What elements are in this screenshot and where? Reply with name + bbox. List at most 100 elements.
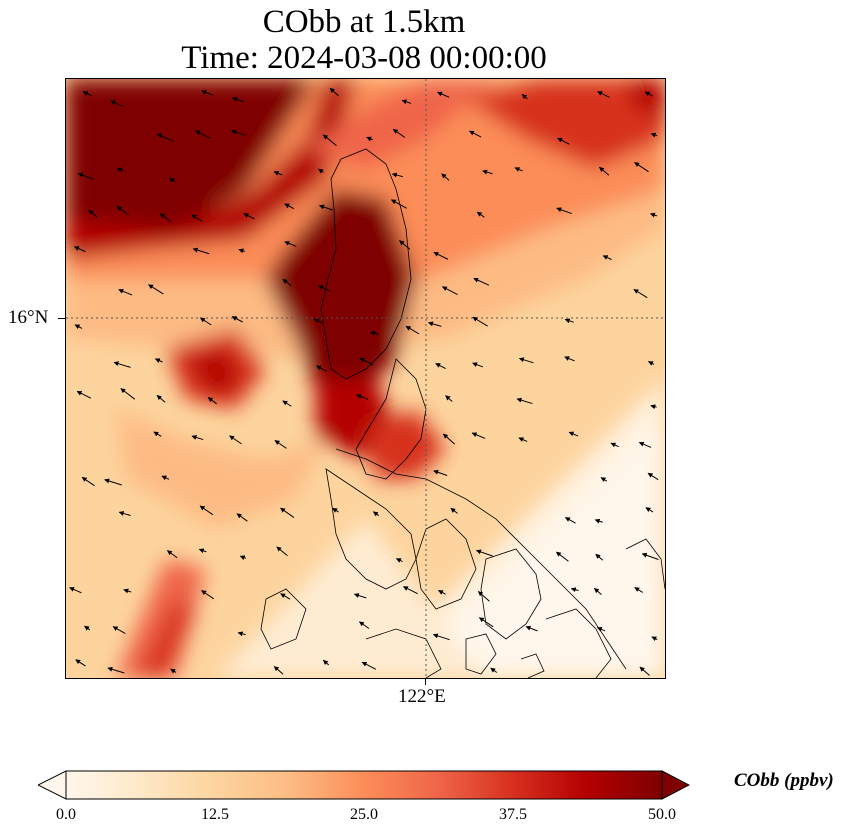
wind-arrow	[168, 177, 177, 183]
wind-arrow	[317, 285, 331, 292]
wind-arrow	[313, 318, 324, 324]
wind-arrow	[441, 173, 450, 181]
wind-arrow	[316, 365, 327, 372]
wind-arrow	[516, 397, 533, 405]
wind-arrow	[518, 437, 528, 442]
wind-arrow	[159, 213, 172, 223]
wind-arrow	[231, 129, 246, 136]
wind-arrow	[118, 511, 131, 516]
wind-arrow	[435, 363, 446, 370]
wind-arrow	[74, 324, 83, 330]
concentration-field	[66, 79, 665, 678]
wind-arrow	[273, 666, 284, 675]
wind-arrow	[282, 278, 292, 287]
wind-arrow	[482, 169, 493, 175]
wind-arrow	[112, 626, 126, 635]
wind-arrow	[116, 167, 125, 173]
wind-arrow	[191, 214, 203, 223]
wind-arrow	[593, 587, 602, 595]
wind-arrow	[490, 667, 498, 673]
wind-arrow	[238, 248, 246, 254]
wind-arrow	[645, 507, 654, 513]
wind-arrow	[199, 317, 212, 326]
wind-arrow	[123, 588, 132, 594]
wind-arrow	[358, 621, 370, 629]
wind-arrow	[648, 361, 655, 366]
wind-arrow	[148, 284, 164, 295]
wind-arrow	[332, 507, 339, 513]
wind-arrow	[107, 666, 125, 674]
wind-arrow	[555, 551, 569, 562]
wind-arrow	[564, 517, 576, 524]
wind-arrow	[154, 358, 163, 363]
lon-tickmark	[425, 678, 426, 685]
wind-arrow	[399, 240, 411, 250]
colorbar-tick-label: 50.0	[648, 806, 676, 823]
wind-arrow	[282, 400, 292, 407]
wind-arrow	[564, 356, 575, 362]
wind-arrow	[638, 441, 652, 448]
wind-arrow	[445, 395, 453, 402]
wind-arrow	[280, 507, 295, 518]
wind-arrow	[284, 203, 295, 210]
wind-arrow	[433, 469, 448, 476]
wind-arrow	[207, 397, 217, 405]
wind-arrow	[395, 558, 403, 563]
wind-arrow	[441, 286, 458, 295]
wind-arrow	[273, 171, 283, 176]
colorbar-tick-label: 37.5	[499, 806, 527, 823]
wind-arrow	[361, 661, 377, 670]
wind-arrow	[84, 625, 91, 631]
coastline	[260, 148, 665, 678]
wind-arrow	[81, 476, 95, 487]
wind-arrow	[322, 659, 330, 666]
wind-arrow	[471, 432, 486, 439]
wind-arrow	[88, 209, 98, 218]
wind-arrow	[76, 390, 92, 399]
wind-arrow	[518, 357, 534, 364]
wind-arrow	[120, 388, 136, 400]
wind-arrow	[236, 513, 248, 522]
lat-tickmark	[58, 318, 65, 319]
wind-arrow	[514, 167, 523, 172]
wind-arrow	[644, 91, 653, 97]
wind-arrow	[166, 550, 178, 559]
wind-arrow	[595, 553, 604, 561]
wind-arrow	[634, 162, 649, 173]
wind-arrow	[391, 172, 404, 178]
wind-arrow	[473, 277, 490, 286]
wind-arrow	[650, 132, 658, 138]
wind-arrow	[557, 137, 570, 145]
wind-arrow	[284, 241, 297, 247]
wind-arrow	[229, 435, 242, 445]
wind-arrow	[594, 518, 603, 524]
map-title: CObb at 1.5km	[262, 4, 466, 40]
map-panel	[65, 78, 666, 679]
latitude-tick-label: 16°N	[8, 307, 49, 328]
wind-arrow	[570, 587, 579, 593]
longitude-tick-label: 122°E	[398, 686, 446, 707]
wind-arrow	[602, 255, 612, 260]
wind-arrow	[274, 440, 287, 449]
wind-arrow	[239, 555, 247, 561]
wind-arrow	[600, 477, 608, 482]
wind-arrow	[647, 472, 659, 481]
wind-arrow	[472, 316, 488, 327]
wind-arrow	[556, 207, 572, 215]
wind-arrow	[599, 166, 610, 176]
wind-arrow	[596, 627, 606, 632]
wind-arrow	[198, 548, 207, 554]
wind-arrow	[153, 431, 162, 437]
colorbar-tick-label: 0.0	[56, 806, 76, 823]
wind-arrow	[353, 593, 367, 599]
wind-arrow	[597, 91, 610, 98]
wind-arrow	[201, 90, 214, 96]
wind-arrow	[69, 587, 82, 594]
wind-arrow	[390, 199, 407, 209]
wind-arrow	[475, 549, 493, 557]
wind-arrow	[366, 136, 373, 142]
colorbar-gradient	[65, 770, 663, 800]
wind-arrow	[77, 172, 94, 180]
wind-arrow	[372, 511, 380, 517]
wind-arrow	[73, 246, 86, 253]
